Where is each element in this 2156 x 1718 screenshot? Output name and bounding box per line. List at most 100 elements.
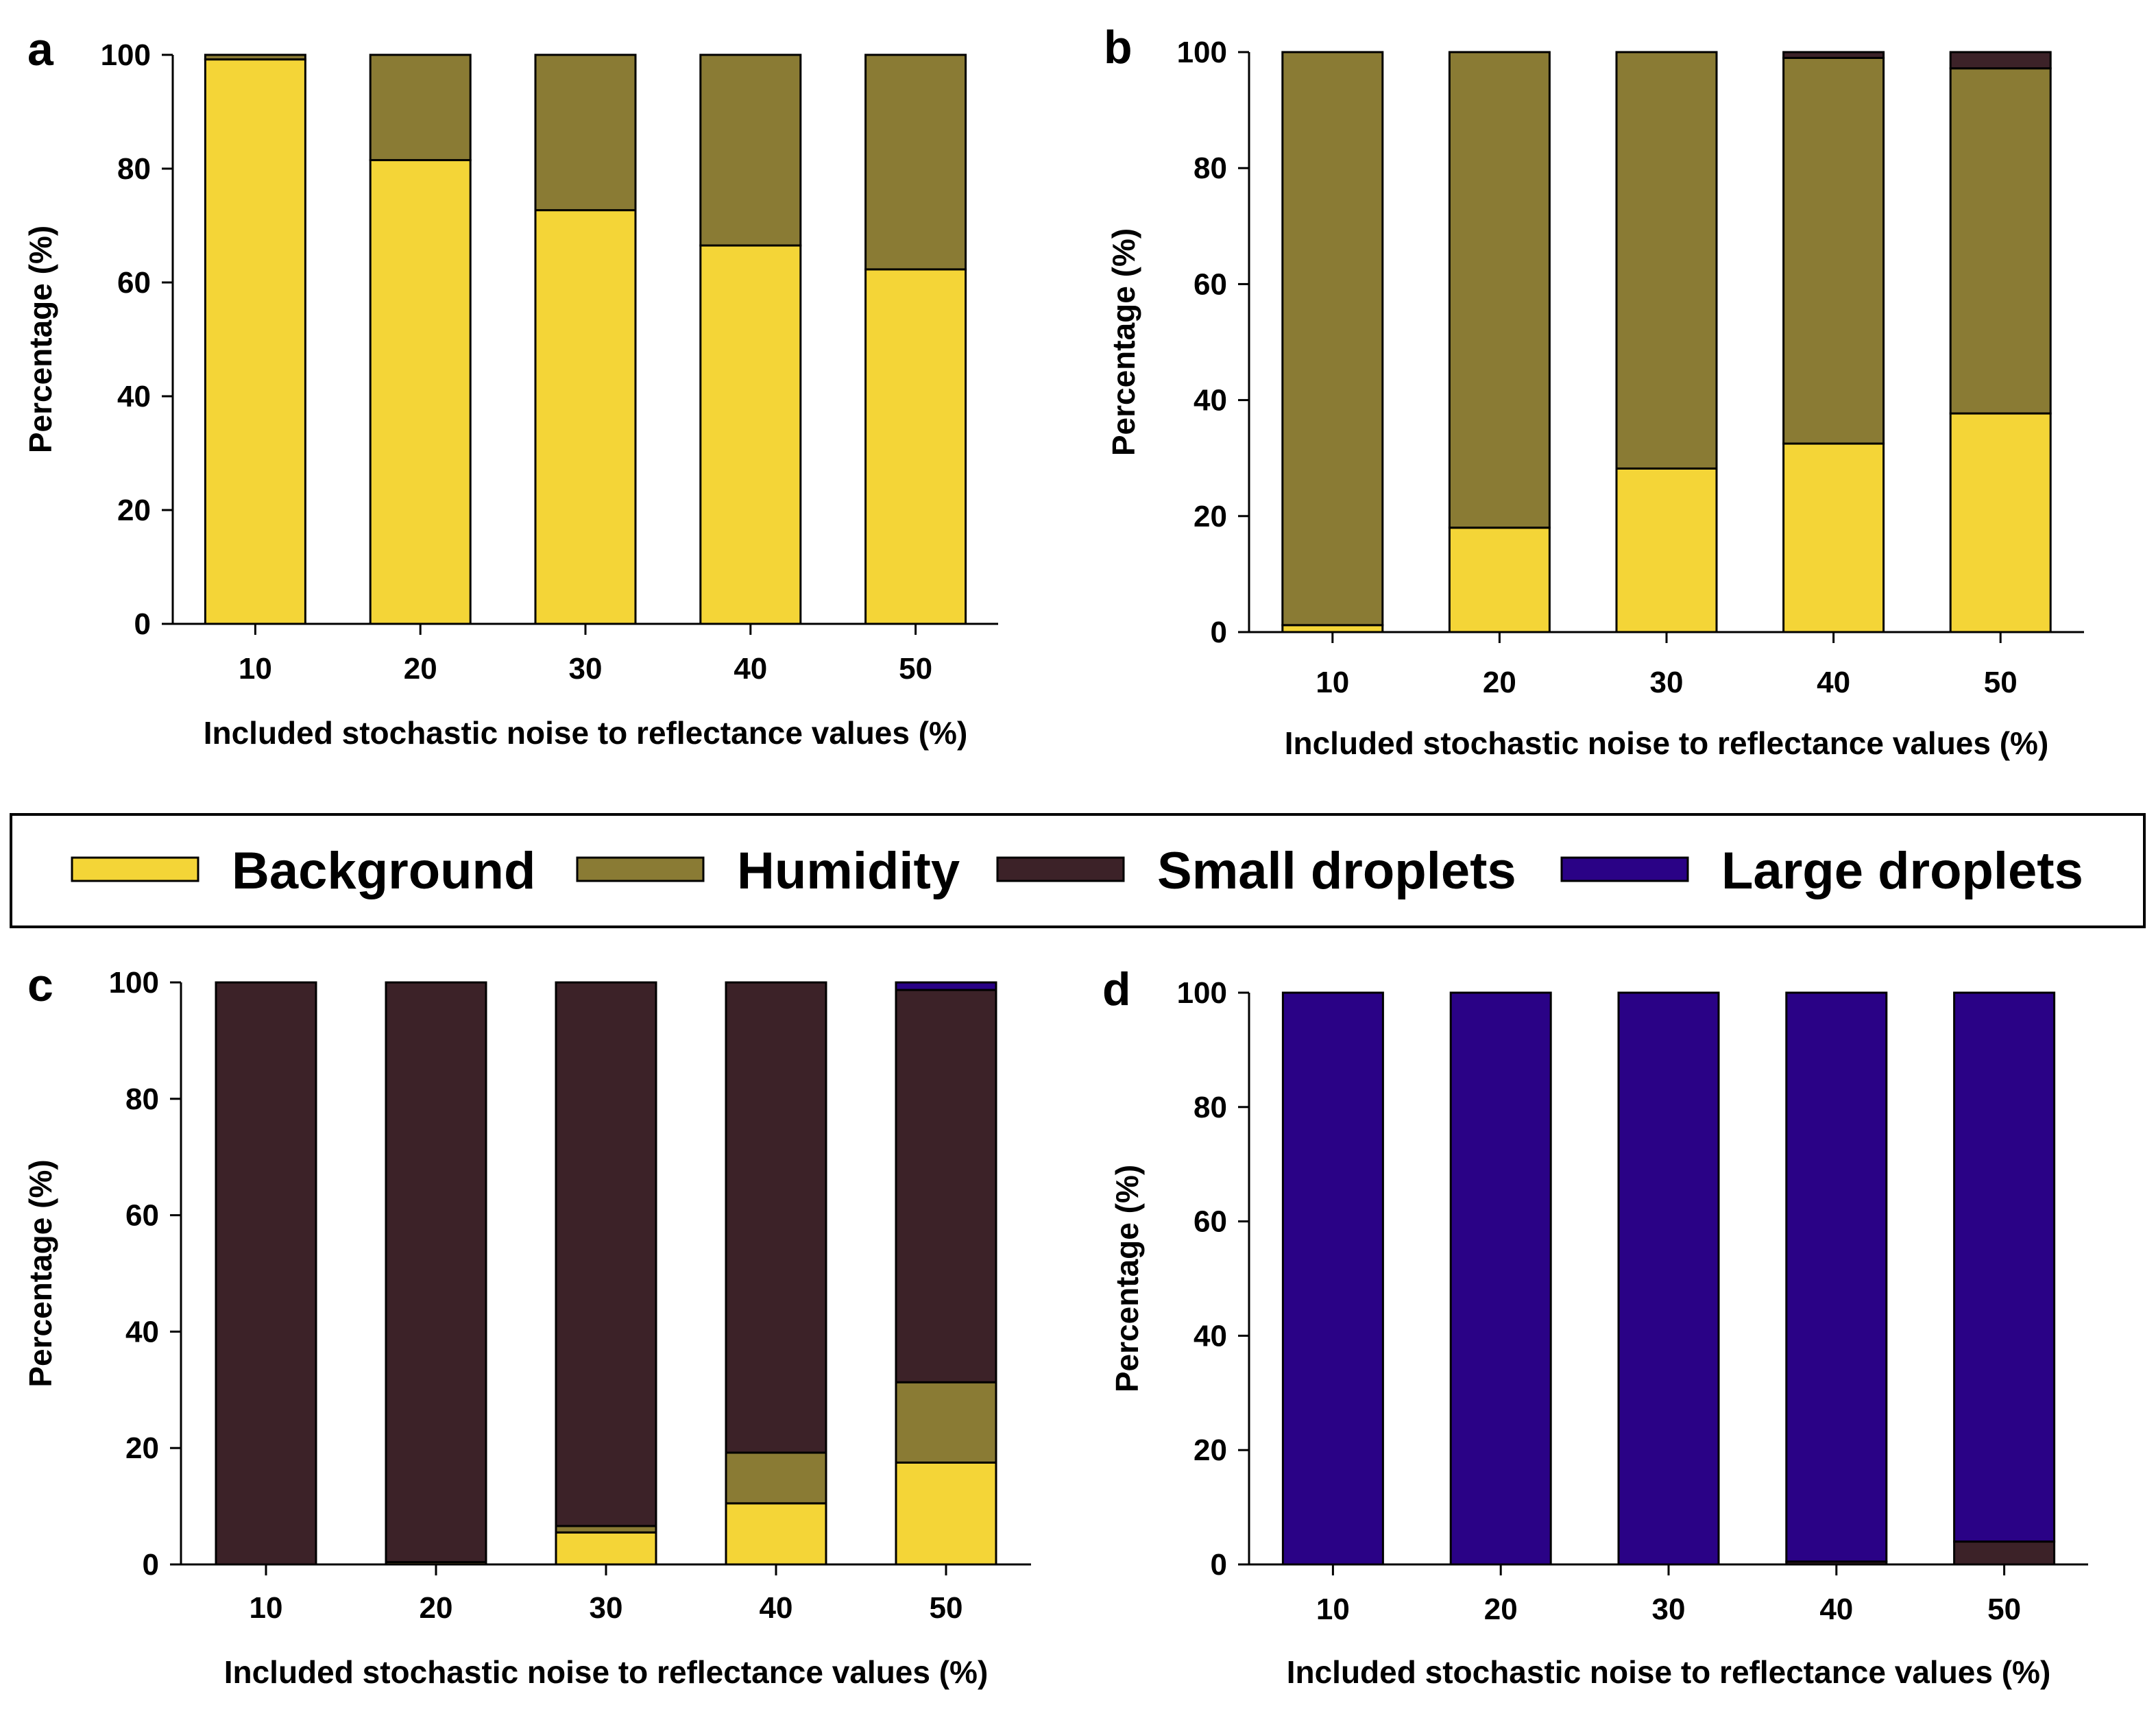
y-tick-label: 80 <box>117 152 151 186</box>
panel-a: 10 20 30 40 50 0 20 40 60 80 100 Included stochasti… <box>23 23 998 751</box>
y-tick-label: 80 <box>125 1082 159 1116</box>
bar-segment-a-30-background <box>534 209 637 625</box>
y-tick-label: 20 <box>117 494 151 527</box>
y-axis-title: Percentage (%) <box>23 226 58 453</box>
y-tick-label: 100 <box>1177 976 1227 1010</box>
y-axis-title: Percentage (%) <box>1106 228 1141 456</box>
panel-c: 10 20 30 40 50 0 20 40 60 80 100 Included stochasti… <box>23 959 1031 1690</box>
y-tick-label: 20 <box>1194 1433 1227 1467</box>
y-tick-label: 80 <box>1194 152 1227 185</box>
y-tick-label: 60 <box>125 1199 159 1233</box>
legend-swatch-background <box>71 856 199 882</box>
bar-segment-d-30-large-droplets <box>1617 991 1720 1566</box>
bar-segment-b-20-background <box>1448 527 1551 633</box>
x-tick-label: 20 <box>404 652 437 686</box>
y-axis-title: Percentage (%) <box>1109 1165 1145 1392</box>
x-tick-label: 30 <box>590 1591 623 1625</box>
x-tick-label: 10 <box>239 652 272 686</box>
bar-segment-a-50-background <box>864 268 967 625</box>
legend-label-humidity: Humidity <box>737 842 960 900</box>
x-tick-label: 50 <box>1984 666 2018 699</box>
y-tick-label: 0 <box>134 607 151 641</box>
y-tick-label: 100 <box>1177 36 1227 69</box>
bar-segment-a-20-background <box>369 159 472 625</box>
x-tick-label: 10 <box>1316 1593 1350 1626</box>
bar-segment-b-30-humidity <box>1615 51 1718 470</box>
bar-segment-b-50-small-droplets <box>1949 51 2052 70</box>
panel-label: a <box>27 23 54 75</box>
bar-segment-c-40-background <box>725 1502 827 1566</box>
bar-segment-d-20-large-droplets <box>1449 991 1552 1566</box>
legend-swatch-large-droplets <box>1560 856 1689 882</box>
y-tick-label: 60 <box>1194 1205 1227 1239</box>
x-tick-label: 30 <box>1650 666 1684 699</box>
panel-d: 10 20 30 40 50 0 20 40 60 80 100 Included stochasti… <box>1102 963 2088 1690</box>
bar-segment-a-40-background <box>699 244 802 625</box>
bar-segment-c-40-small-droplets <box>725 981 827 1454</box>
bar-segment-a-50-humidity <box>864 53 967 271</box>
bar-segment-b-40-background <box>1782 442 1885 633</box>
bar-segment-a-10-background <box>204 58 306 625</box>
bar-segment-a-40-humidity <box>699 53 802 247</box>
bar-segment-c-30-small-droplets <box>555 981 657 1527</box>
x-axis-title: Included stochastic noise to reflectance… <box>1285 725 2049 761</box>
legend-swatch-small-droplets <box>996 856 1125 882</box>
y-tick-label: 20 <box>1194 500 1227 533</box>
bar-segment-c-50-small-droplets <box>895 989 997 1383</box>
legend-label-small-droplets: Small droplets <box>1157 842 1516 900</box>
bar-segment-a-30-humidity <box>534 53 637 212</box>
bar-segment-a-10-humidity <box>204 53 306 61</box>
bar-segment-d-50-large-droplets <box>1953 991 2056 1543</box>
y-tick-label: 0 <box>143 1548 159 1582</box>
legend-swatch-humidity <box>576 856 705 882</box>
x-tick-label: 40 <box>734 652 767 686</box>
x-tick-label: 40 <box>760 1591 793 1625</box>
y-tick-label: 40 <box>1194 384 1227 418</box>
bar-segment-d-50-small-droplets <box>1953 1540 2056 1566</box>
y-tick-label: 60 <box>117 266 151 300</box>
bar-segment-a-20-humidity <box>369 53 472 162</box>
legend: Background Humidity Small droplets Large dr… <box>10 813 2146 928</box>
bar-segment-b-40-humidity <box>1782 56 1885 445</box>
y-tick-label: 100 <box>101 38 151 72</box>
bar-segment-b-50-humidity <box>1949 67 2052 415</box>
bar-segment-b-10-background <box>1281 624 1384 633</box>
bar-segment-c-40-humidity <box>725 1451 827 1505</box>
legend-label-background: Background <box>232 842 535 900</box>
bar-segment-c-50-large-droplets <box>895 981 997 991</box>
bar-segment-b-30-background <box>1615 467 1718 633</box>
x-axis-title: Included stochastic noise to reflectance… <box>1287 1654 2051 1690</box>
bar-segment-d-10-large-droplets <box>1281 991 1384 1566</box>
bar-segment-b-40-small-droplets <box>1782 51 1885 59</box>
y-tick-label: 40 <box>125 1315 159 1348</box>
bar-segment-b-50-background <box>1949 412 2052 633</box>
panel-label: c <box>27 959 53 1011</box>
x-tick-label: 30 <box>1652 1593 1686 1626</box>
panel-b: 10 20 30 40 50 0 20 40 60 80 100 Included stochasti… <box>1104 21 2084 761</box>
y-tick-label: 40 <box>1194 1319 1227 1353</box>
x-tick-label: 20 <box>420 1591 453 1625</box>
x-tick-label: 40 <box>1819 1593 1853 1626</box>
x-axis-title: Included stochastic noise to reflectance… <box>224 1654 989 1690</box>
x-tick-label: 20 <box>1483 666 1516 699</box>
x-tick-label: 40 <box>1817 666 1850 699</box>
bar-segment-d-40-large-droplets <box>1785 991 1888 1563</box>
x-tick-label: 10 <box>1316 666 1349 699</box>
bar-segment-c-50-background <box>895 1461 997 1566</box>
bar-segment-b-10-humidity <box>1281 51 1384 627</box>
y-tick-label: 40 <box>117 380 151 413</box>
y-tick-label: 0 <box>1211 616 1227 649</box>
panel-label: d <box>1102 963 1131 1015</box>
y-tick-label: 0 <box>1211 1548 1227 1582</box>
y-tick-label: 60 <box>1194 267 1227 301</box>
bar-segment-c-10-small-droplets <box>215 981 317 1566</box>
x-tick-label: 10 <box>250 1591 283 1625</box>
y-tick-label: 100 <box>109 966 159 1000</box>
y-tick-label: 20 <box>125 1431 159 1465</box>
x-tick-label: 50 <box>899 652 932 686</box>
y-tick-label: 80 <box>1194 1091 1227 1124</box>
legend-label-large-droplets: Large droplets <box>1721 842 2083 900</box>
bar-segment-c-20-small-droplets <box>385 981 487 1564</box>
x-tick-label: 50 <box>1987 1593 2021 1626</box>
